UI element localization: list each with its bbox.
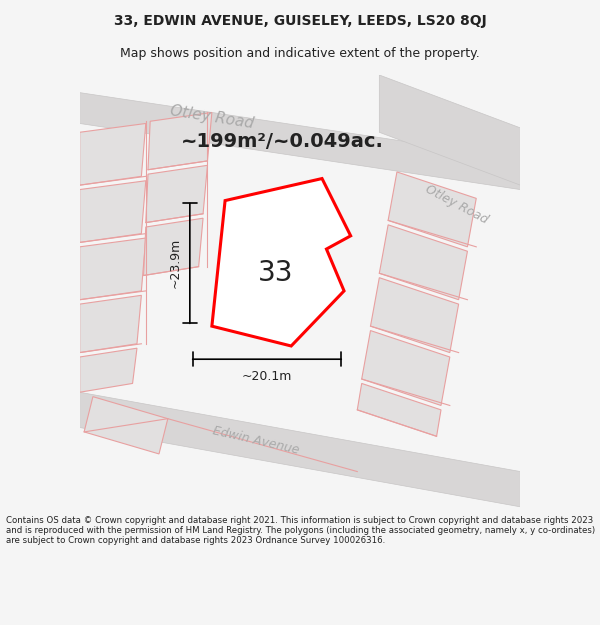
Polygon shape: [146, 166, 208, 222]
Polygon shape: [80, 348, 137, 392]
Polygon shape: [388, 172, 476, 247]
Text: ~20.1m: ~20.1m: [242, 370, 292, 383]
Text: ~199m²/~0.049ac.: ~199m²/~0.049ac.: [181, 132, 384, 151]
Polygon shape: [80, 295, 142, 352]
Text: Edwin Avenue: Edwin Avenue: [211, 424, 301, 457]
Text: Map shows position and indicative extent of the property.: Map shows position and indicative extent…: [120, 48, 480, 61]
Polygon shape: [148, 112, 212, 170]
Polygon shape: [379, 75, 520, 185]
Polygon shape: [84, 397, 168, 454]
Polygon shape: [371, 278, 458, 352]
Polygon shape: [80, 124, 146, 185]
Polygon shape: [362, 331, 450, 406]
Polygon shape: [357, 384, 441, 436]
Polygon shape: [80, 181, 146, 243]
Polygon shape: [80, 92, 520, 189]
Text: 33: 33: [258, 259, 293, 288]
Polygon shape: [80, 238, 146, 300]
Text: 33, EDWIN AVENUE, GUISELEY, LEEDS, LS20 8QJ: 33, EDWIN AVENUE, GUISELEY, LEEDS, LS20 …: [113, 14, 487, 28]
Polygon shape: [212, 179, 350, 346]
Text: ~23.9m: ~23.9m: [169, 238, 182, 289]
Polygon shape: [379, 225, 467, 300]
Polygon shape: [80, 392, 520, 507]
Text: Otley Road: Otley Road: [169, 103, 255, 131]
Text: Contains OS data © Crown copyright and database right 2021. This information is : Contains OS data © Crown copyright and d…: [6, 516, 595, 546]
Text: Otley Road: Otley Road: [423, 183, 490, 227]
Polygon shape: [143, 218, 203, 276]
